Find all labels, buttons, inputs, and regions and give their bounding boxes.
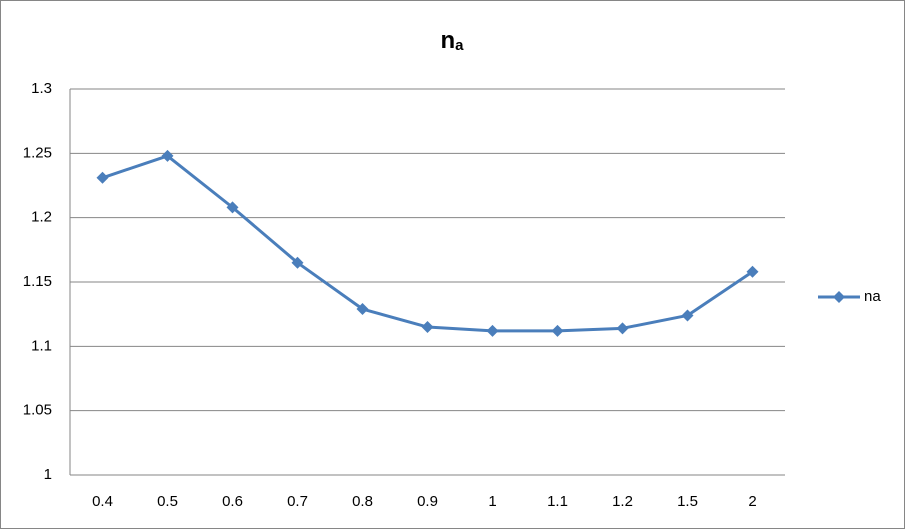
y-tick-label: 1 (44, 466, 52, 483)
point-marker (551, 324, 564, 337)
x-tick-label: 2 (748, 493, 756, 510)
y-tick-label: 1.05 (23, 402, 52, 419)
y-tick-label: 1.15 (23, 273, 52, 290)
y-tick-label: 1.3 (31, 80, 52, 97)
point-marker (161, 149, 174, 162)
point-marker (421, 321, 434, 334)
y-tick-label: 1.25 (23, 144, 52, 161)
point-marker (226, 201, 239, 214)
point-marker (681, 309, 694, 322)
x-tick-label: 0.4 (92, 493, 113, 510)
x-tick-label: 0.7 (287, 493, 308, 510)
x-tick-label: 1.2 (612, 493, 633, 510)
x-tick-label: 0.9 (417, 493, 438, 510)
x-tick-label: 1.1 (547, 493, 568, 510)
legend-marker (833, 291, 845, 303)
y-tick-label: 1.2 (31, 209, 52, 226)
point-marker (486, 324, 499, 337)
point-marker (746, 265, 759, 278)
chart-title: na (440, 27, 464, 54)
title-main: n (440, 27, 455, 54)
legend-label: na (864, 288, 881, 305)
point-marker (356, 303, 369, 316)
point-marker (96, 171, 109, 184)
x-tick-label: 0.6 (222, 493, 243, 510)
point-marker (616, 322, 629, 335)
x-tick-label: 0.8 (352, 493, 373, 510)
point-marker (291, 256, 304, 269)
x-tick-label: 1 (488, 493, 496, 510)
y-tick-label: 1.1 (31, 337, 52, 354)
x-tick-label: 0.5 (157, 493, 178, 510)
x-tick-label: 1.5 (677, 493, 698, 510)
title-subscript: a (455, 37, 464, 54)
